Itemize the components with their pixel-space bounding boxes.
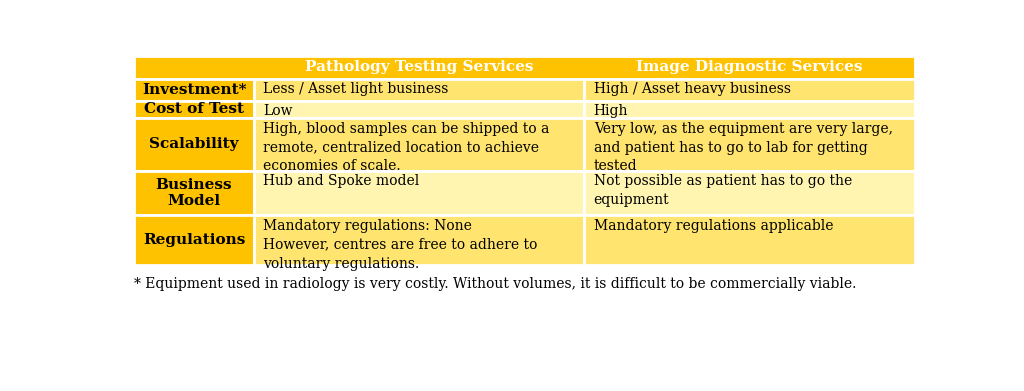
Bar: [254, 100, 584, 118]
Text: Business
Model: Business Model: [156, 178, 232, 208]
Text: Low: Low: [263, 104, 293, 118]
Text: High: High: [594, 104, 628, 118]
Text: Image Diagnostic Services: Image Diagnostic Services: [637, 60, 863, 74]
Text: High / Asset heavy business: High / Asset heavy business: [594, 82, 791, 96]
Text: Cost of Test: Cost of Test: [144, 102, 244, 116]
Bar: [254, 215, 584, 265]
Bar: [584, 215, 915, 265]
Bar: [584, 100, 915, 118]
Text: Pathology Testing Services: Pathology Testing Services: [305, 60, 534, 74]
Text: Hub and Spoke model: Hub and Spoke model: [263, 174, 420, 188]
Bar: [134, 170, 254, 215]
Text: Mandatory regulations: None
However, centres are free to adhere to
voluntary reg: Mandatory regulations: None However, cen…: [263, 219, 538, 271]
Bar: [584, 79, 915, 100]
Bar: [134, 118, 254, 170]
Bar: [584, 118, 915, 170]
Text: Scalability: Scalability: [150, 137, 239, 151]
Bar: [254, 79, 584, 100]
Text: Investment*: Investment*: [142, 83, 247, 97]
Bar: [134, 79, 254, 100]
Bar: [254, 118, 584, 170]
Text: Mandatory regulations applicable: Mandatory regulations applicable: [594, 219, 834, 233]
Text: Regulations: Regulations: [143, 233, 246, 247]
Text: Very low, as the equipment are very large,
and patient has to go to lab for gett: Very low, as the equipment are very larg…: [594, 122, 893, 174]
Text: * Equipment used in radiology is very costly. Without volumes, it is difficult t: * Equipment used in radiology is very co…: [134, 277, 857, 291]
Bar: [254, 170, 584, 215]
Text: Not possible as patient has to go the
equipment: Not possible as patient has to go the eq…: [594, 174, 852, 207]
Bar: [134, 215, 254, 265]
Text: High, blood samples can be shipped to a
remote, centralized location to achieve
: High, blood samples can be shipped to a …: [263, 122, 550, 174]
Bar: [134, 100, 254, 118]
Text: Less / Asset light business: Less / Asset light business: [263, 82, 449, 96]
Bar: [584, 170, 915, 215]
Bar: [134, 56, 915, 79]
